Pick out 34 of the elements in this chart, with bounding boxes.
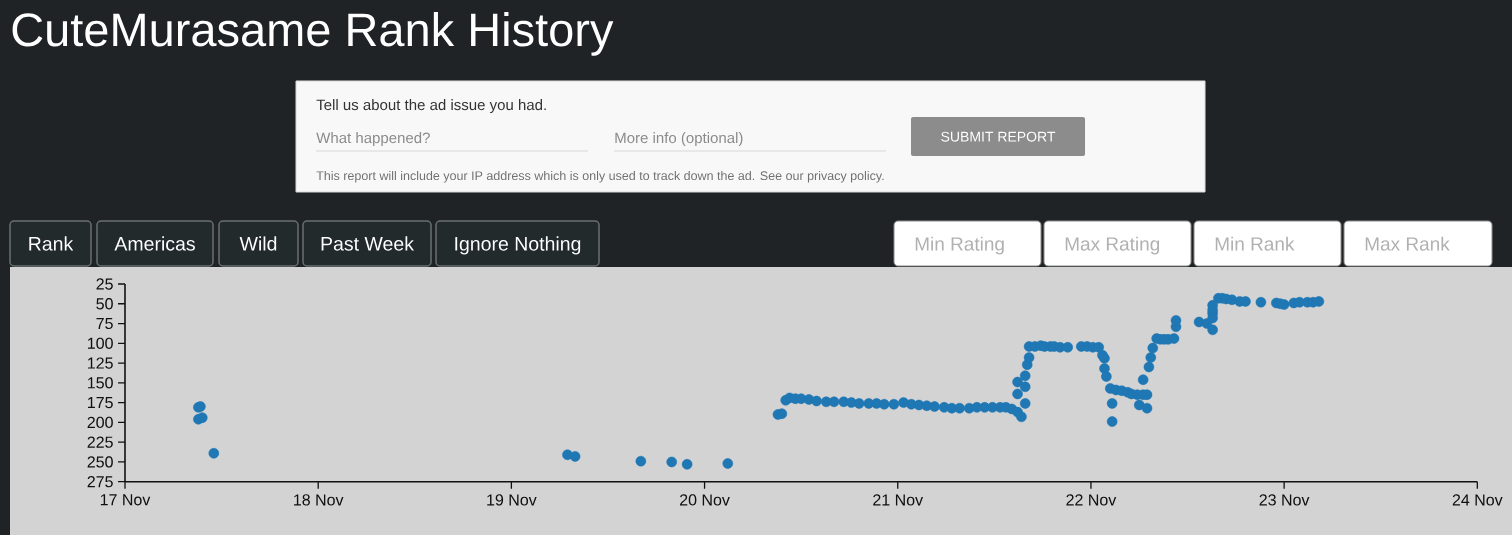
text: Rank	[29, 236, 74, 251]
y-tick-label: 125	[88, 357, 113, 369]
y-tick-label: 200	[87, 416, 113, 429]
x-tick-label: 23 Nov	[1259, 494, 1310, 506]
text: SUBMIT REPORT	[941, 131, 1056, 142]
y-tick-label: 250	[87, 456, 113, 468]
text: This report will include your IP address which is only used to track down the ad. See our privacy policy.	[316, 170, 884, 183]
y-tick-label: 100	[88, 337, 113, 349]
text: Max Rank	[1365, 236, 1450, 251]
y-tick-label: 225	[87, 436, 113, 448]
x-tick-label: 17 Nov	[100, 494, 151, 506]
text: Americas	[114, 236, 195, 251]
chart-title: CuteMurasame Rank History	[12, 11, 614, 56]
x-tick-label: 22 Nov	[1066, 494, 1117, 506]
y-tick-label: 175	[88, 397, 113, 409]
y-tick-label: 50	[96, 298, 113, 310]
x-tick-label: 20 Nov	[680, 494, 730, 506]
y-tick-label: 75	[96, 317, 113, 330]
text: Ignore Nothing	[455, 236, 581, 255]
y-tick-label: 275	[87, 476, 113, 488]
y-tick-label: 25	[96, 278, 113, 290]
text: Wild	[239, 236, 277, 251]
text: Tell us about the ad issue you had.	[316, 99, 546, 114]
text: Min Rating	[915, 236, 1004, 255]
text: More info (optional)	[615, 132, 743, 147]
x-tick-label: 21 Nov	[873, 494, 924, 506]
x-tick-label: 19 Nov	[487, 494, 537, 506]
x-tick-label: 18 Nov	[294, 494, 344, 506]
text: Min Rank	[1215, 236, 1295, 251]
y-tick-label: 150	[88, 377, 113, 389]
text: Past Week	[321, 236, 414, 251]
x-tick-label: 24 Nov	[1452, 494, 1503, 506]
text: What happened?	[316, 132, 430, 147]
text: Max Rating	[1065, 236, 1160, 255]
